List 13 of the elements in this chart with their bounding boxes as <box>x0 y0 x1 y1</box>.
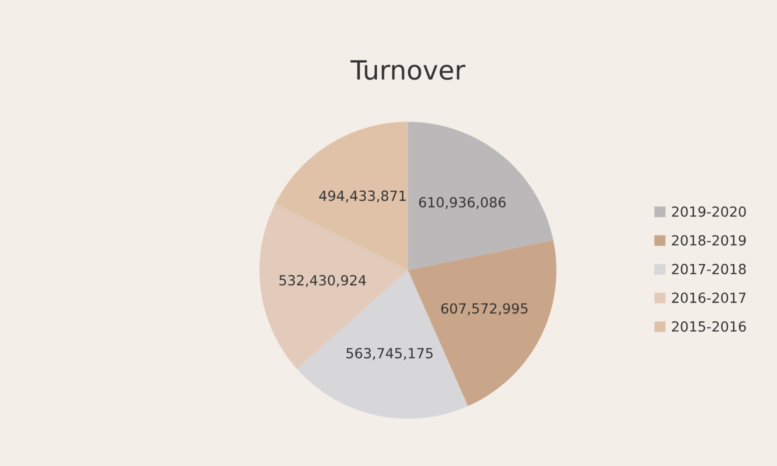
data-label: 607,572,995 <box>441 303 528 316</box>
pie-slice <box>408 122 554 270</box>
chart-title: Turnover <box>350 60 466 80</box>
legend-label: 2017-2018 <box>672 264 746 274</box>
legend-label: 2015-2016 <box>672 321 746 332</box>
pie-slice <box>275 122 408 270</box>
data-label: 610,936,086 <box>419 197 506 209</box>
data-label: 563,745,175 <box>346 348 433 360</box>
legend-label: 2019-2020 <box>672 206 746 217</box>
legend-label: 2018-2019 <box>672 235 746 246</box>
legend-label: 2016-2017 <box>672 292 746 304</box>
data-label: 532,430,924 <box>279 275 366 287</box>
data-label: 494,433,871 <box>319 190 406 202</box>
